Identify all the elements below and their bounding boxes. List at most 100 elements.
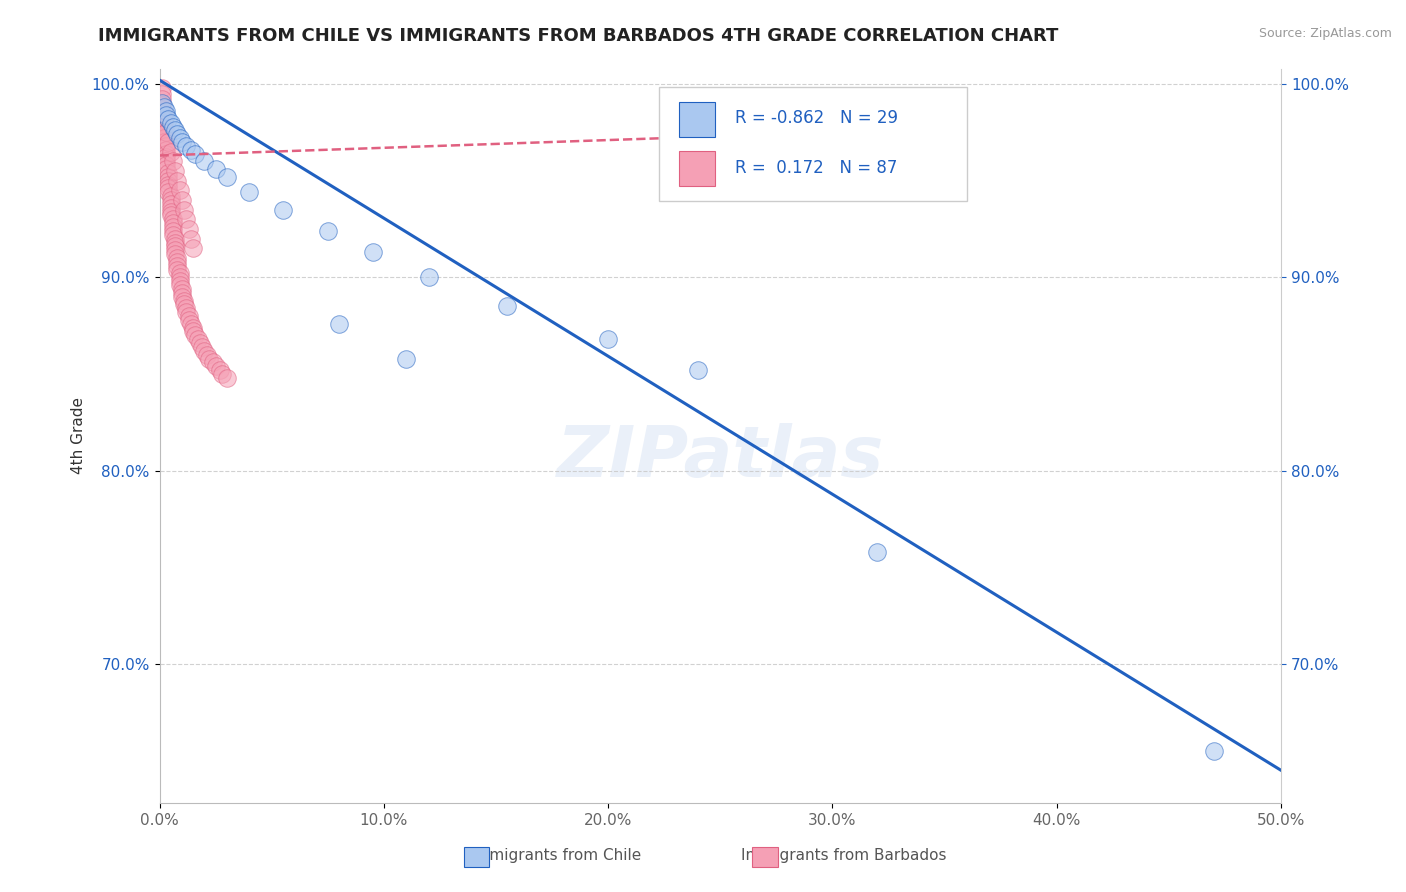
Point bbox=[204, 162, 226, 177]
Point bbox=[176, 139, 198, 153]
Point bbox=[202, 355, 225, 369]
Point bbox=[166, 251, 188, 265]
Point bbox=[157, 174, 180, 188]
Point bbox=[395, 351, 418, 366]
Point bbox=[155, 125, 177, 139]
Point bbox=[165, 232, 187, 246]
Point bbox=[211, 367, 233, 381]
Point bbox=[195, 348, 218, 362]
Point bbox=[193, 154, 215, 169]
Point bbox=[159, 116, 181, 130]
Point bbox=[215, 169, 238, 184]
Point bbox=[155, 158, 177, 172]
Point bbox=[153, 128, 176, 142]
Point bbox=[150, 92, 173, 106]
Point bbox=[170, 282, 193, 296]
Point bbox=[361, 245, 384, 260]
Point bbox=[166, 174, 188, 188]
Point bbox=[162, 154, 184, 169]
Point bbox=[153, 131, 176, 145]
Point bbox=[155, 154, 177, 169]
Point bbox=[173, 297, 195, 311]
Point bbox=[170, 193, 193, 207]
Point bbox=[153, 112, 176, 126]
Point bbox=[159, 209, 181, 223]
Point bbox=[155, 146, 177, 161]
Point bbox=[686, 363, 709, 377]
Point bbox=[150, 96, 173, 111]
Point bbox=[159, 189, 181, 203]
Point bbox=[184, 146, 207, 161]
Point bbox=[496, 299, 519, 313]
Point bbox=[170, 290, 193, 304]
Point bbox=[155, 143, 177, 157]
Point bbox=[155, 151, 177, 165]
Point bbox=[173, 293, 195, 308]
Point bbox=[215, 371, 238, 385]
Point bbox=[157, 186, 180, 200]
Point bbox=[866, 545, 889, 559]
Point bbox=[238, 186, 260, 200]
Point bbox=[159, 145, 181, 159]
Text: R =  0.172   N = 87: R = 0.172 N = 87 bbox=[735, 159, 897, 177]
Point bbox=[180, 317, 202, 331]
Point bbox=[184, 328, 207, 343]
Point bbox=[169, 270, 191, 285]
Point bbox=[155, 139, 177, 153]
Point bbox=[176, 305, 198, 319]
Text: IMMIGRANTS FROM CHILE VS IMMIGRANTS FROM BARBADOS 4TH GRADE CORRELATION CHART: IMMIGRANTS FROM CHILE VS IMMIGRANTS FROM… bbox=[98, 27, 1059, 45]
Point bbox=[165, 247, 187, 261]
Point bbox=[155, 108, 177, 122]
Point bbox=[598, 332, 620, 346]
Point bbox=[155, 104, 177, 119]
Point bbox=[165, 235, 187, 250]
Bar bbox=[658, 87, 967, 201]
Point bbox=[176, 212, 198, 227]
Point bbox=[193, 343, 215, 358]
Point bbox=[180, 143, 202, 157]
Point bbox=[162, 212, 184, 227]
Point bbox=[169, 131, 191, 145]
Point bbox=[181, 325, 204, 339]
Point bbox=[204, 359, 226, 374]
Point bbox=[166, 259, 188, 273]
Point bbox=[165, 123, 187, 137]
Point bbox=[159, 193, 181, 207]
Point bbox=[162, 220, 184, 235]
Point bbox=[169, 278, 191, 293]
Point bbox=[328, 317, 350, 331]
Point bbox=[181, 320, 204, 334]
Text: Immigrants from Chile: Immigrants from Chile bbox=[470, 847, 641, 863]
Point bbox=[157, 169, 180, 184]
Point bbox=[157, 135, 180, 149]
Point bbox=[198, 351, 221, 366]
Point bbox=[169, 267, 191, 281]
Point bbox=[165, 164, 187, 178]
Point bbox=[191, 340, 214, 354]
Point bbox=[162, 224, 184, 238]
Point bbox=[153, 106, 176, 120]
Point bbox=[153, 120, 176, 134]
Point bbox=[153, 135, 176, 149]
Point bbox=[153, 123, 176, 137]
Point bbox=[187, 332, 209, 346]
Point bbox=[181, 241, 204, 255]
Point bbox=[169, 183, 191, 197]
Point bbox=[177, 309, 200, 323]
Point bbox=[153, 100, 176, 114]
Bar bbox=[679, 151, 714, 186]
Point bbox=[162, 216, 184, 230]
Text: Immigrants from Barbados: Immigrants from Barbados bbox=[741, 847, 946, 863]
Point bbox=[271, 202, 294, 217]
Point bbox=[159, 204, 181, 219]
Point bbox=[209, 363, 232, 377]
Point bbox=[155, 162, 177, 177]
Point bbox=[150, 98, 173, 112]
Point bbox=[166, 128, 188, 142]
Point bbox=[153, 116, 176, 130]
Point bbox=[169, 274, 191, 288]
Point bbox=[173, 202, 195, 217]
Point bbox=[150, 87, 173, 101]
Point bbox=[150, 102, 173, 116]
Point bbox=[157, 178, 180, 192]
